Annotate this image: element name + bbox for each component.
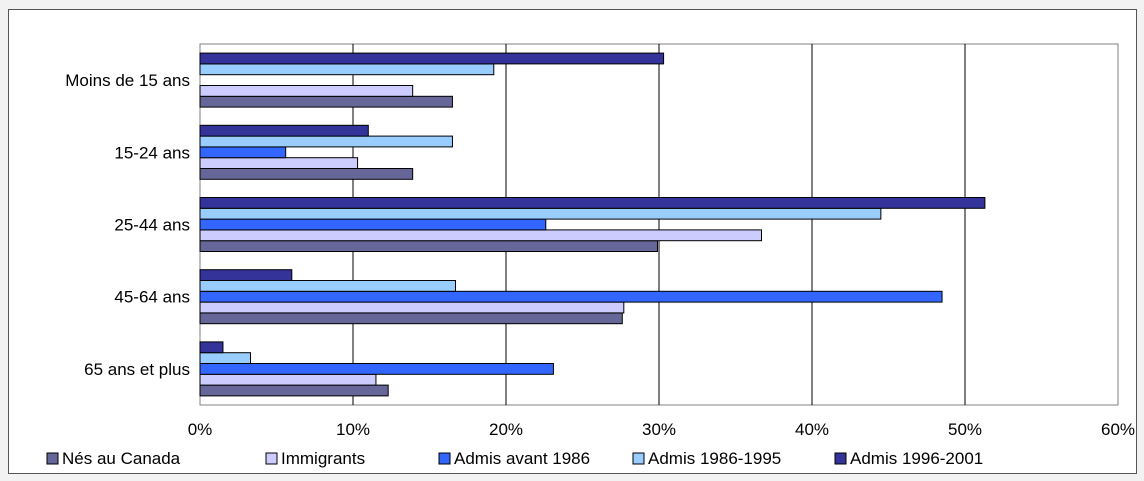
- chart-frame: 65 ans et plus 45-64 ans 25-44 ans 15-24 an…: [8, 9, 1137, 474]
- bar-admis-avant-1986-25-44-ans: [199, 218, 547, 231]
- category-label: 65 ans et plus: [84, 360, 190, 379]
- bar-immigrants-moins-de-15-ans: [199, 85, 414, 97]
- legend-label: Admis 1986-1995: [648, 449, 781, 468]
- bar-admis-1986-1995-25-44-ans: [199, 207, 882, 220]
- legend-item-admis-avant-1986: Admis avant 1986: [438, 449, 590, 468]
- bar-admis-avant-1986-15-24-ans: [199, 146, 287, 159]
- bar-nes-au-canada-65-ans-et-plus: [199, 384, 389, 397]
- x-tick-label: 20%: [489, 420, 523, 439]
- bars: [199, 52, 986, 397]
- bar-admis-1996-2001-25-44-ans: [199, 197, 986, 209]
- x-tick-label: 50%: [948, 420, 982, 439]
- legend-swatch: [265, 452, 278, 465]
- bar-immigrants-45-64-ans: [199, 301, 625, 314]
- x-tick-labels: 0% 10% 20% 30% 40% 50% 60%: [188, 420, 1135, 439]
- category-labels: 65 ans et plus 45-64 ans 25-44 ans 15-24 an…: [65, 71, 190, 379]
- x-tick-label: 60%: [1101, 420, 1135, 439]
- legend-label: Nés au Canada: [62, 449, 181, 468]
- bar-admis-1996-2001-15-24-ans: [199, 124, 369, 137]
- legend-label: Admis avant 1986: [454, 449, 590, 468]
- bar-admis-1996-2001-moins-de-15-ans: [199, 52, 665, 65]
- category-label: 25-44 ans: [114, 216, 190, 235]
- category-label: 15-24 ans: [114, 143, 190, 162]
- bar-admis-1996-2001-45-64-ans: [199, 269, 293, 282]
- bar-admis-avant-1986-45-64-ans: [199, 290, 943, 303]
- bar-chart: 65 ans et plus 45-64 ans 25-44 ans 15-24 an…: [46, 43, 1135, 468]
- legend-swatch: [438, 452, 451, 465]
- legend-item-admis-1996-2001: Admis 1996-2001: [834, 449, 983, 468]
- bar-admis-1986-1995-15-24-ans: [199, 135, 453, 148]
- bar-admis-1986-1995-45-64-ans: [199, 280, 457, 292]
- bar-immigrants-25-44-ans: [199, 229, 763, 242]
- bar-admis-1986-1995-moins-de-15-ans: [199, 63, 495, 76]
- category-label: Moins de 15 ans: [65, 71, 190, 90]
- legend-swatch: [632, 452, 645, 465]
- bar-nes-au-canada-45-64-ans: [199, 312, 623, 325]
- legend-label: Admis 1996-2001: [850, 449, 983, 468]
- bar-admis-avant-1986-65-ans-et-plus: [199, 363, 554, 375]
- legend-item-immigrants: Immigrants: [265, 449, 365, 468]
- bar-immigrants-65-ans-et-plus: [199, 373, 377, 386]
- bar-nes-au-canada-moins-de-15-ans: [199, 95, 453, 108]
- x-tick-label: 30%: [642, 420, 676, 439]
- legend-item-nes-au-canada: Nés au Canada: [46, 449, 181, 468]
- bar-admis-1996-2001-65-ans-et-plus: [199, 341, 224, 354]
- bar-immigrants-15-24-ans: [199, 157, 359, 169]
- legend-swatch: [46, 452, 59, 465]
- category-label: 45-64 ans: [114, 288, 190, 307]
- bar-admis-1986-1995-65-ans-et-plus: [199, 352, 251, 365]
- x-tick-label: 10%: [336, 420, 370, 439]
- legend-item-admis-1986-1995: Admis 1986-1995: [632, 449, 781, 468]
- x-tick-label: 40%: [795, 420, 829, 439]
- legend-label: Immigrants: [281, 449, 365, 468]
- legend-swatch: [834, 452, 847, 465]
- bar-nes-au-canada-15-24-ans: [199, 168, 414, 180]
- x-tick-label: 0%: [188, 420, 213, 439]
- bar-nes-au-canada-25-44-ans: [199, 240, 658, 252]
- legend: Nés au Canada Immigrants Admis avant 1986 A…: [46, 449, 983, 468]
